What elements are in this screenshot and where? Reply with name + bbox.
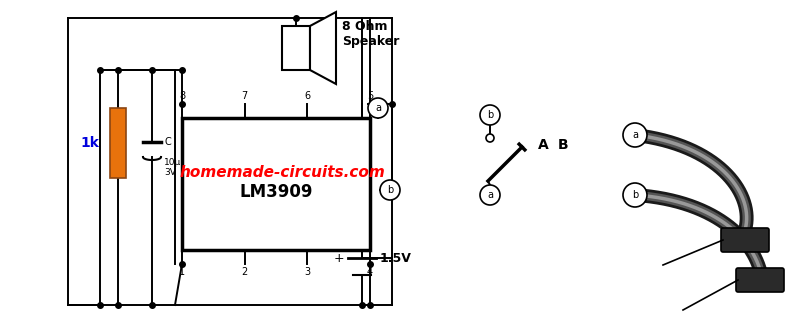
Text: 10μ
3V: 10μ 3V	[164, 158, 181, 177]
Text: b: b	[632, 190, 638, 200]
Text: b: b	[387, 185, 393, 195]
Text: 6: 6	[304, 91, 310, 101]
FancyBboxPatch shape	[736, 268, 784, 292]
Text: b: b	[487, 110, 493, 120]
Circle shape	[623, 183, 647, 207]
Circle shape	[486, 134, 494, 142]
Text: 4: 4	[367, 267, 373, 277]
Text: 1.5V: 1.5V	[380, 252, 412, 265]
Circle shape	[368, 98, 388, 118]
Text: a: a	[632, 130, 638, 140]
Text: A: A	[538, 138, 549, 152]
Circle shape	[623, 123, 647, 147]
Text: +: +	[334, 252, 344, 265]
Polygon shape	[310, 12, 336, 84]
Bar	[110, 108, 126, 178]
Text: C: C	[164, 137, 171, 147]
Circle shape	[480, 105, 500, 125]
Bar	[182, 118, 370, 250]
Text: a: a	[375, 103, 381, 113]
Text: B: B	[558, 138, 569, 152]
Circle shape	[380, 180, 400, 200]
Text: a: a	[487, 190, 493, 200]
Text: 5: 5	[367, 91, 373, 101]
Text: 8: 8	[179, 91, 185, 101]
Text: 2: 2	[242, 267, 248, 277]
Text: 1: 1	[179, 267, 185, 277]
Text: LM3909: LM3909	[239, 183, 313, 201]
Text: 7: 7	[242, 91, 248, 101]
Text: 3: 3	[304, 267, 310, 277]
FancyBboxPatch shape	[721, 228, 769, 252]
Text: 1k: 1k	[81, 136, 100, 150]
Text: 8 Ohm
Speaker: 8 Ohm Speaker	[342, 20, 399, 48]
Bar	[282, 26, 310, 70]
Text: homemade-circuits.com: homemade-circuits.com	[180, 164, 385, 180]
Circle shape	[480, 185, 500, 205]
